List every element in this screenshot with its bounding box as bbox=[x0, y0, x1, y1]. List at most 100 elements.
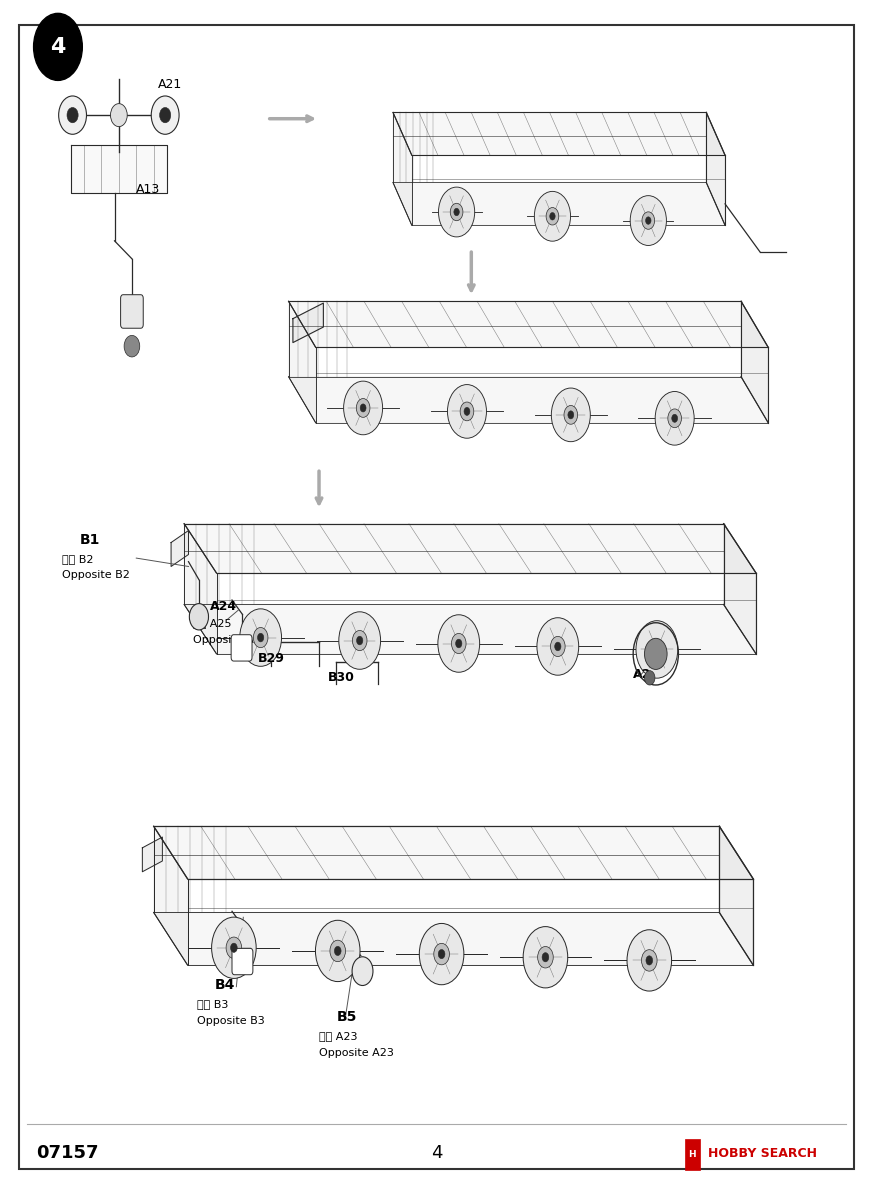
Circle shape bbox=[568, 410, 574, 419]
Circle shape bbox=[636, 620, 677, 678]
Text: 対側 B2: 対側 B2 bbox=[62, 553, 93, 564]
Polygon shape bbox=[71, 145, 167, 193]
Polygon shape bbox=[154, 827, 188, 965]
Circle shape bbox=[450, 203, 463, 221]
Circle shape bbox=[356, 636, 363, 644]
Circle shape bbox=[160, 108, 171, 122]
FancyBboxPatch shape bbox=[120, 295, 143, 329]
Circle shape bbox=[258, 634, 264, 642]
Polygon shape bbox=[393, 113, 725, 155]
Circle shape bbox=[454, 209, 459, 216]
Circle shape bbox=[668, 409, 682, 427]
Polygon shape bbox=[393, 113, 412, 226]
Text: 対側 B3: 対側 B3 bbox=[197, 1000, 229, 1009]
Text: B5: B5 bbox=[336, 1010, 357, 1025]
FancyBboxPatch shape bbox=[684, 1139, 700, 1170]
Circle shape bbox=[456, 640, 462, 648]
Circle shape bbox=[538, 947, 553, 968]
Text: A24: A24 bbox=[210, 600, 237, 612]
Circle shape bbox=[537, 618, 579, 676]
Polygon shape bbox=[154, 827, 753, 878]
Circle shape bbox=[67, 108, 79, 122]
Circle shape bbox=[211, 917, 256, 978]
Circle shape bbox=[542, 953, 549, 962]
Text: A13: A13 bbox=[136, 182, 161, 196]
Polygon shape bbox=[393, 182, 725, 226]
Circle shape bbox=[253, 628, 268, 648]
Polygon shape bbox=[719, 827, 753, 965]
Circle shape bbox=[356, 398, 370, 418]
Circle shape bbox=[344, 382, 382, 434]
Circle shape bbox=[330, 941, 346, 961]
Text: Opposite B2: Opposite B2 bbox=[62, 570, 130, 581]
Polygon shape bbox=[293, 304, 323, 342]
Circle shape bbox=[352, 956, 373, 985]
Polygon shape bbox=[154, 912, 753, 965]
Text: 07157: 07157 bbox=[36, 1144, 99, 1162]
Text: A2: A2 bbox=[633, 668, 651, 680]
Text: B1: B1 bbox=[79, 533, 100, 547]
Circle shape bbox=[448, 384, 486, 438]
Text: HOBBY SEARCH: HOBBY SEARCH bbox=[708, 1147, 817, 1159]
Circle shape bbox=[534, 191, 571, 241]
Polygon shape bbox=[724, 523, 756, 654]
Circle shape bbox=[434, 943, 450, 965]
Circle shape bbox=[451, 634, 466, 654]
Text: 対側 A25: 対側 A25 bbox=[193, 618, 231, 629]
Circle shape bbox=[642, 212, 655, 229]
Circle shape bbox=[438, 187, 475, 236]
FancyBboxPatch shape bbox=[232, 948, 253, 974]
Polygon shape bbox=[184, 523, 756, 574]
Circle shape bbox=[111, 103, 127, 127]
Circle shape bbox=[650, 640, 664, 660]
Circle shape bbox=[646, 956, 653, 965]
Polygon shape bbox=[289, 301, 768, 347]
Circle shape bbox=[315, 920, 360, 982]
Circle shape bbox=[523, 926, 567, 988]
Text: A21: A21 bbox=[158, 78, 182, 90]
Polygon shape bbox=[741, 301, 768, 422]
Circle shape bbox=[419, 924, 464, 985]
Text: Opposite B3: Opposite B3 bbox=[197, 1016, 265, 1026]
Circle shape bbox=[353, 630, 367, 650]
Polygon shape bbox=[171, 530, 189, 566]
Text: B4: B4 bbox=[215, 978, 235, 992]
Circle shape bbox=[189, 604, 209, 630]
Text: H: H bbox=[689, 1150, 696, 1159]
FancyBboxPatch shape bbox=[19, 25, 854, 1169]
Circle shape bbox=[551, 636, 565, 656]
Circle shape bbox=[644, 671, 655, 685]
Circle shape bbox=[642, 949, 657, 971]
Text: B29: B29 bbox=[258, 653, 285, 665]
Circle shape bbox=[124, 336, 140, 356]
Circle shape bbox=[552, 388, 590, 442]
FancyBboxPatch shape bbox=[231, 635, 252, 661]
Circle shape bbox=[33, 13, 82, 80]
Polygon shape bbox=[184, 523, 217, 654]
Circle shape bbox=[654, 646, 660, 654]
Circle shape bbox=[671, 414, 677, 422]
Text: Opposite A25: Opposite A25 bbox=[193, 635, 268, 646]
Polygon shape bbox=[289, 377, 768, 422]
Circle shape bbox=[460, 402, 474, 421]
Circle shape bbox=[546, 208, 559, 224]
Text: 対側 A23: 対側 A23 bbox=[319, 1031, 358, 1042]
Circle shape bbox=[226, 937, 242, 959]
Circle shape bbox=[646, 217, 651, 224]
Polygon shape bbox=[289, 301, 316, 422]
Circle shape bbox=[58, 96, 86, 134]
Circle shape bbox=[630, 196, 666, 246]
Circle shape bbox=[464, 407, 470, 415]
Circle shape bbox=[361, 404, 366, 412]
Circle shape bbox=[339, 612, 381, 670]
Circle shape bbox=[438, 949, 445, 959]
Circle shape bbox=[554, 642, 561, 650]
Circle shape bbox=[564, 406, 578, 425]
Circle shape bbox=[655, 391, 694, 445]
Polygon shape bbox=[184, 605, 756, 654]
Text: B30: B30 bbox=[327, 672, 354, 684]
Circle shape bbox=[438, 614, 479, 672]
Circle shape bbox=[644, 638, 667, 670]
Text: 4: 4 bbox=[51, 37, 65, 56]
Circle shape bbox=[550, 212, 555, 220]
